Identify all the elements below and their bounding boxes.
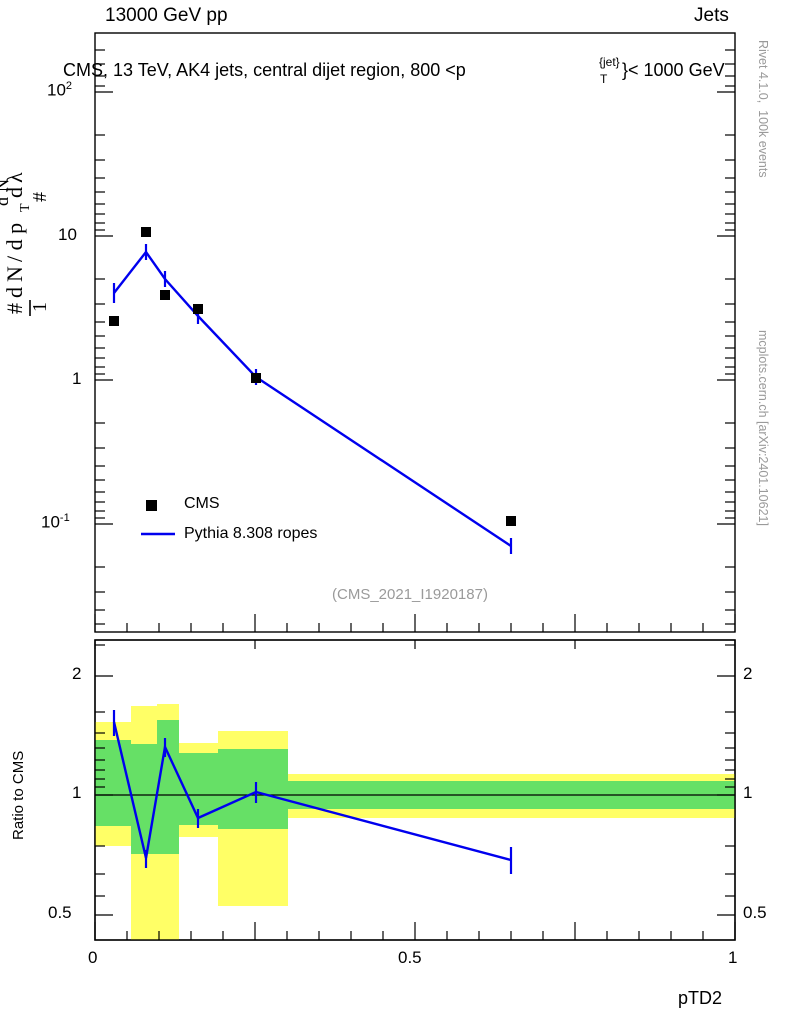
legend-label-pythia: Pythia 8.308 ropes	[184, 525, 318, 542]
legend-marker-cms	[146, 500, 157, 511]
ratio-ytick-1-left: 1	[72, 783, 82, 802]
ratio-xtick-1: 1	[728, 948, 738, 967]
svg-text:N: N	[0, 179, 12, 192]
header-right: Jets	[694, 5, 729, 26]
main-ytick-0-1: 10-1	[41, 512, 70, 532]
legend	[141, 500, 175, 536]
svg-text:T: T	[18, 203, 33, 212]
ratio-ytick-1-right: 1	[743, 783, 753, 802]
series-line-pythia	[113, 249, 512, 548]
svg-text:1: 1	[29, 302, 51, 312]
main-ylabel: # d N / d p T d λ 1 # d N	[0, 20, 56, 320]
x-axis-label: pTD2	[678, 988, 723, 1008]
plot-title-superscript: {jet}	[599, 55, 620, 69]
plot-title: CMS, 13 TeV, AK4 jets, central dijet reg…	[63, 60, 466, 80]
ratio-ylabel: Ratio to CMS	[10, 750, 27, 840]
ratio-uncertainty-bands	[95, 704, 735, 940]
header-left: 13000 GeV pp	[105, 5, 228, 26]
plot-title-tail: }< 1000 GeV	[622, 60, 725, 80]
ratio-ytick-05-left: 0.5	[48, 903, 72, 922]
svg-text:N: N	[2, 266, 27, 282]
ratio-ytick-05-right: 0.5	[743, 903, 767, 922]
ratio-series-line	[112, 721, 512, 862]
svg-text:d: d	[2, 187, 27, 198]
ratio-xtick-05: 0.5	[398, 948, 422, 967]
svg-text:d: d	[2, 287, 27, 298]
ratio-x-ticks	[94, 640, 736, 940]
ratio-ytick-2-right: 2	[743, 664, 753, 683]
main-ytick-100: 102	[47, 80, 73, 100]
main-x-ticks	[94, 614, 736, 632]
legend-label-cms: CMS	[184, 495, 220, 512]
series-points-cms	[109, 227, 516, 526]
svg-text:#: #	[2, 303, 27, 314]
svg-text:/ d p: / d p	[2, 223, 27, 262]
main-y-ticks	[95, 49, 735, 625]
main-ytick-10: 10	[58, 225, 77, 244]
svg-text:#: #	[29, 192, 51, 202]
plot-title-subscript: T	[600, 72, 608, 86]
svg-text:λ: λ	[2, 172, 27, 183]
main-ytick-1: 1	[72, 369, 82, 388]
analysis-id-watermark: (CMS_2021_I1920187)	[332, 586, 488, 603]
ratio-y-ticks	[95, 644, 735, 916]
ratio-xtick-0: 0	[88, 948, 98, 967]
svg-text:d: d	[0, 197, 12, 206]
ratio-errorbars	[112, 710, 513, 874]
ratio-ytick-2-left: 2	[72, 664, 82, 683]
